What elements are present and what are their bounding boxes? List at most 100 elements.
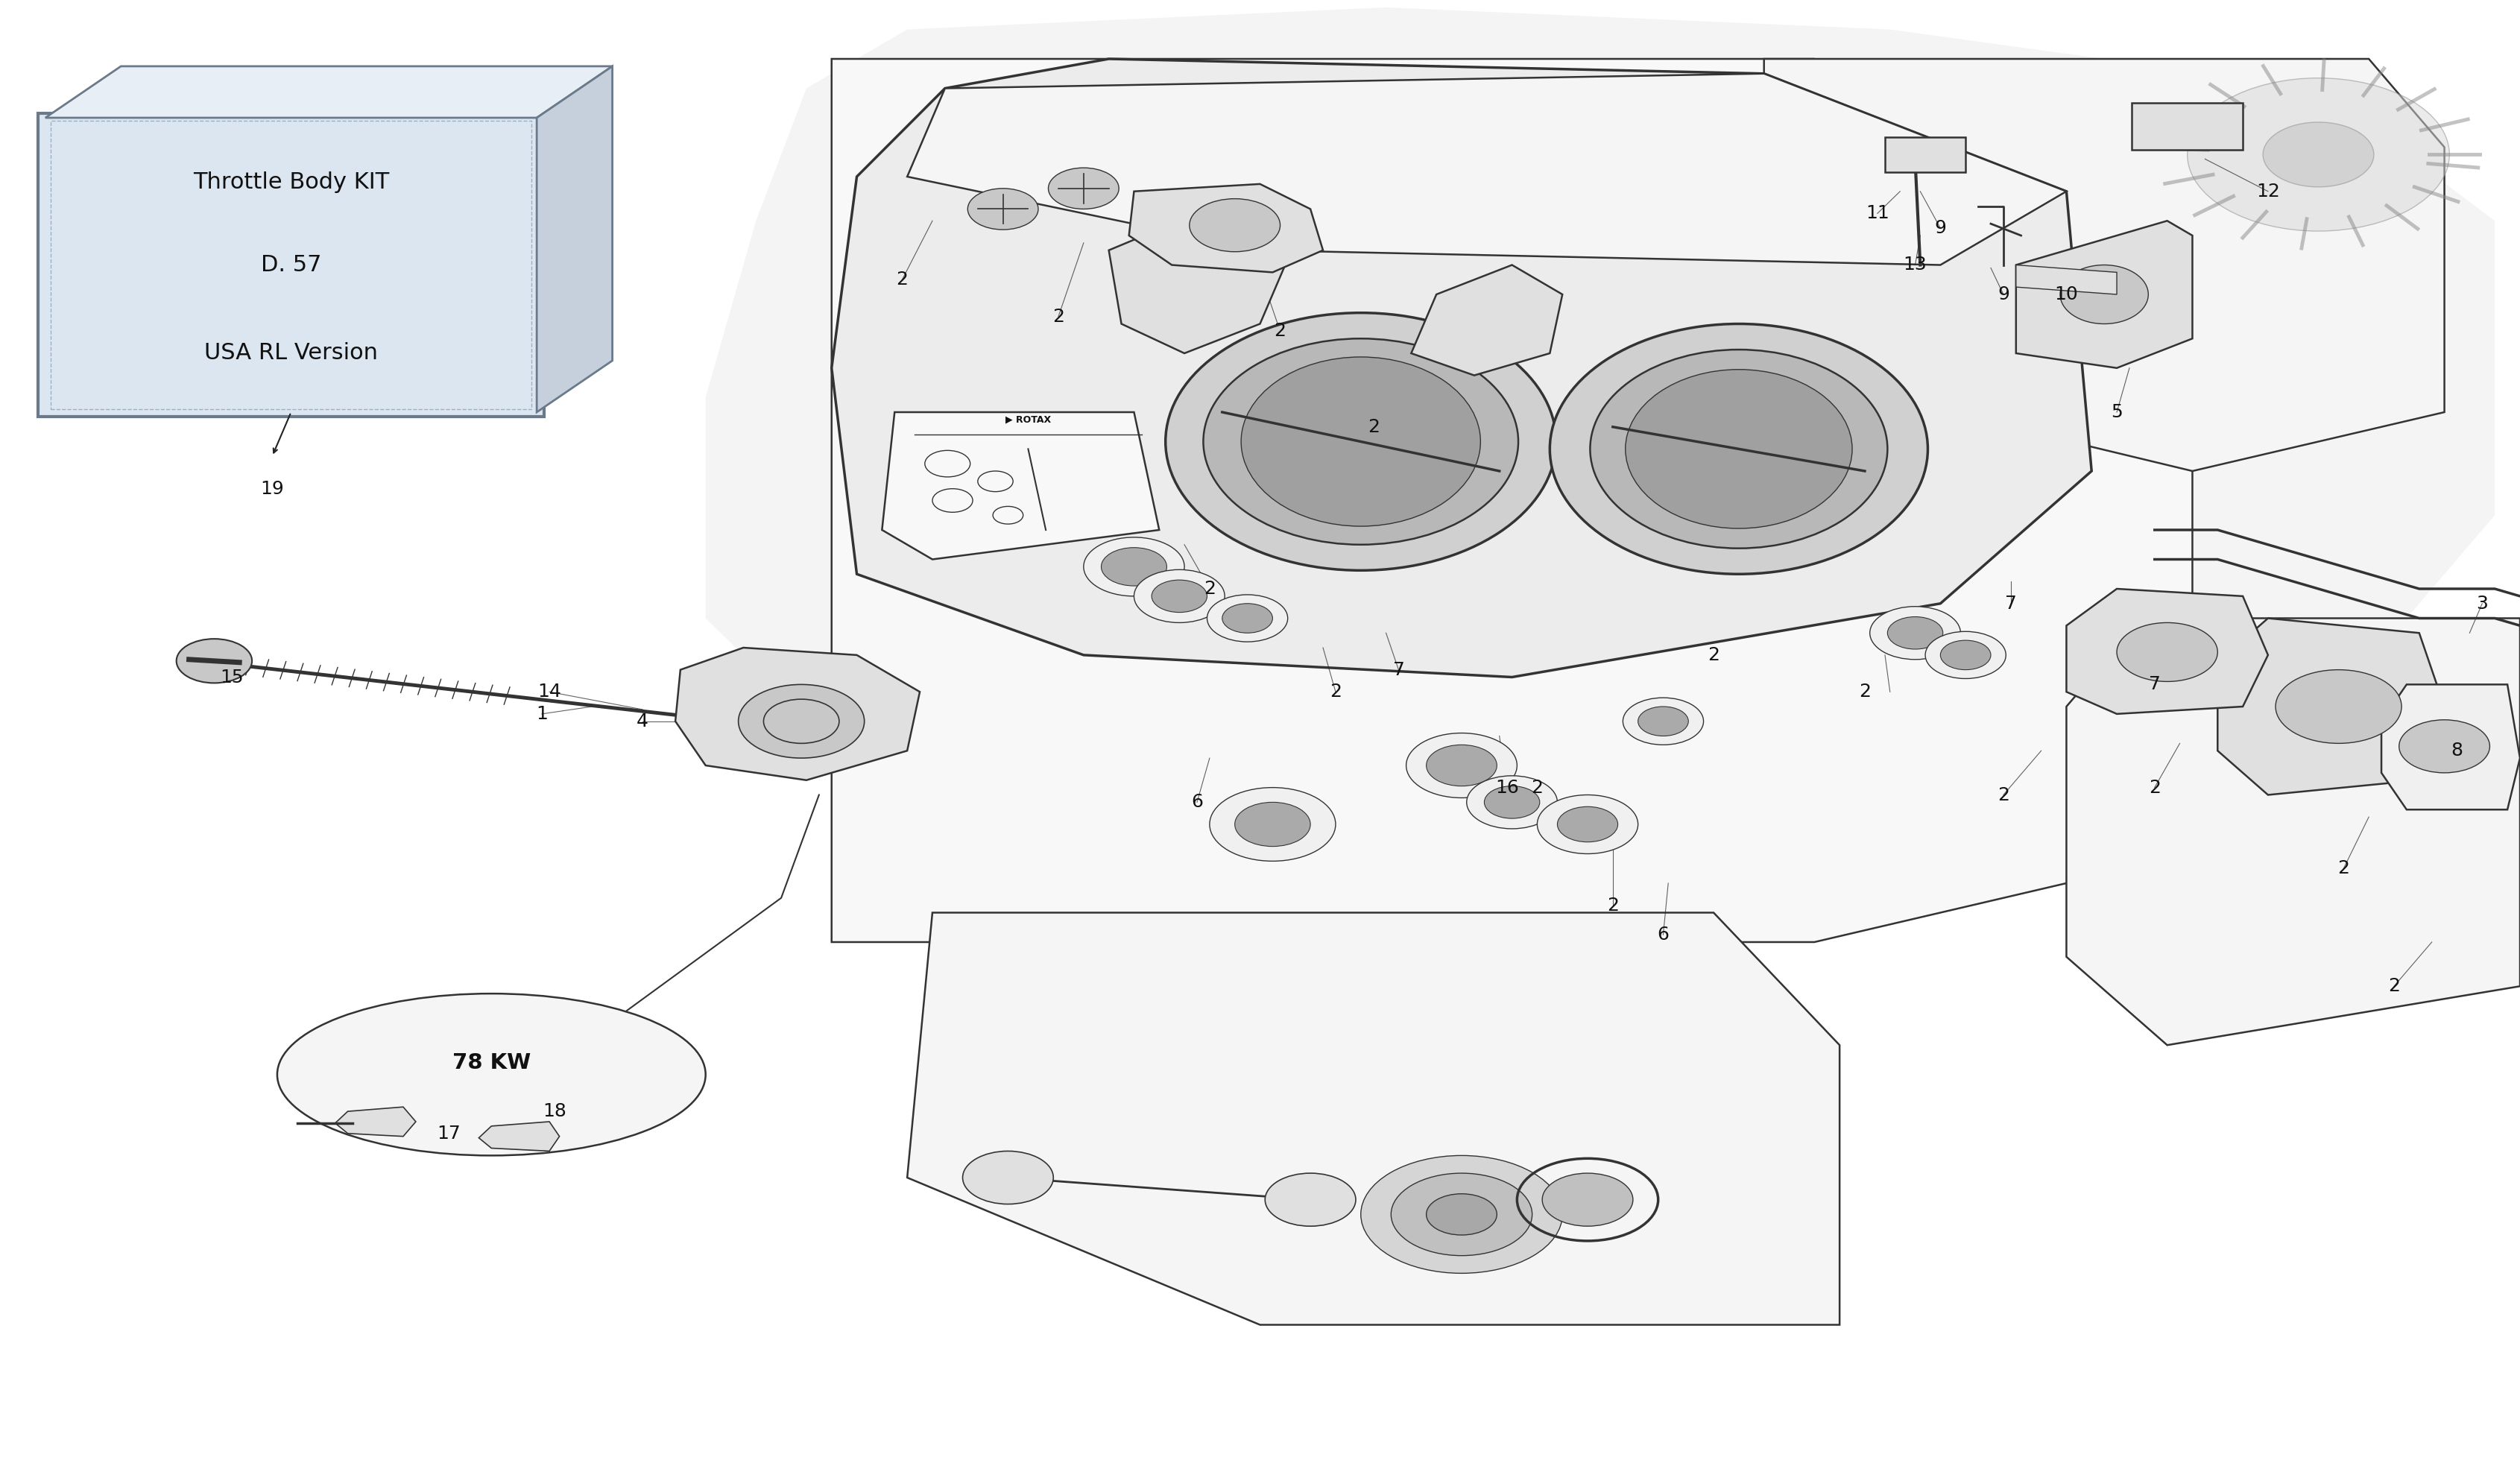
Text: 7: 7 [2150, 676, 2160, 693]
Text: 5: 5 [2112, 403, 2122, 421]
Circle shape [1048, 168, 1119, 209]
Text: parts
Repro
bike: parts Repro bike [920, 402, 1600, 1070]
Circle shape [1537, 795, 1638, 854]
Polygon shape [2066, 589, 2268, 714]
Circle shape [1426, 1194, 1497, 1235]
Circle shape [1484, 786, 1540, 818]
Circle shape [1406, 733, 1517, 798]
Text: D. 57: D. 57 [260, 255, 323, 275]
Circle shape [2187, 78, 2449, 231]
Circle shape [1265, 1173, 1356, 1226]
Circle shape [738, 684, 864, 758]
Text: 2: 2 [1860, 683, 1870, 701]
Text: 2: 2 [1205, 580, 1215, 598]
Polygon shape [832, 59, 2192, 942]
Text: 11: 11 [1865, 205, 1890, 222]
Text: 78 KW: 78 KW [451, 1052, 532, 1073]
Circle shape [1870, 606, 1961, 659]
Circle shape [1940, 640, 1991, 670]
Text: ▶ ROTAX: ▶ ROTAX [1005, 415, 1051, 424]
Circle shape [1426, 745, 1497, 786]
Circle shape [968, 188, 1038, 230]
Text: 7: 7 [2006, 595, 2016, 612]
Polygon shape [2016, 265, 2117, 294]
Text: 2: 2 [1053, 308, 1063, 325]
Text: 9: 9 [1998, 286, 2008, 303]
Polygon shape [1129, 184, 1323, 272]
Text: 2: 2 [1368, 418, 1378, 436]
Ellipse shape [277, 994, 706, 1156]
Circle shape [1134, 570, 1225, 623]
Circle shape [176, 639, 252, 683]
Circle shape [1623, 698, 1704, 745]
Ellipse shape [1205, 339, 1517, 545]
Circle shape [1925, 631, 2006, 679]
Circle shape [1887, 617, 1943, 649]
Circle shape [1467, 776, 1557, 829]
Text: 19: 19 [260, 480, 285, 498]
Text: 2: 2 [2339, 860, 2349, 877]
Text: 14: 14 [537, 683, 562, 701]
Circle shape [1391, 1173, 1532, 1256]
Text: 2: 2 [1998, 786, 2008, 804]
Text: 15: 15 [219, 668, 244, 686]
Circle shape [2399, 720, 2490, 773]
Circle shape [2117, 623, 2218, 682]
Circle shape [1542, 1173, 1633, 1226]
Polygon shape [882, 412, 1159, 559]
Text: 16: 16 [1494, 779, 1520, 796]
Text: 2: 2 [1532, 779, 1542, 796]
Circle shape [1557, 807, 1618, 842]
Text: 2: 2 [1709, 646, 1719, 664]
Polygon shape [2016, 221, 2192, 368]
Polygon shape [537, 66, 612, 412]
Text: 2: 2 [2150, 779, 2160, 796]
Polygon shape [2066, 618, 2520, 1045]
Text: 9: 9 [1935, 219, 1945, 237]
FancyBboxPatch shape [38, 113, 544, 417]
Circle shape [2276, 670, 2402, 743]
Ellipse shape [1625, 369, 1852, 528]
Ellipse shape [1240, 356, 1482, 526]
Text: 8: 8 [2452, 742, 2462, 760]
Ellipse shape [1164, 312, 1555, 570]
Text: 2: 2 [1331, 683, 1341, 701]
Polygon shape [45, 66, 612, 118]
Polygon shape [1411, 265, 1562, 375]
Circle shape [1152, 580, 1207, 612]
Text: 6: 6 [1192, 793, 1202, 811]
Text: 4: 4 [638, 712, 648, 730]
Text: 2: 2 [1608, 896, 1618, 914]
Polygon shape [675, 648, 920, 780]
Polygon shape [907, 74, 2066, 265]
Text: 6: 6 [1658, 926, 1668, 944]
Text: USA RL Version: USA RL Version [204, 343, 378, 364]
Polygon shape [1764, 59, 2444, 471]
Ellipse shape [2059, 265, 2147, 324]
Polygon shape [907, 913, 1840, 1325]
Text: 2: 2 [897, 271, 907, 289]
Text: 12: 12 [2255, 183, 2281, 200]
Polygon shape [2381, 684, 2520, 810]
Circle shape [1101, 548, 1167, 586]
Text: 7: 7 [1394, 661, 1404, 679]
Circle shape [1222, 604, 1273, 633]
FancyBboxPatch shape [2132, 103, 2243, 150]
Text: 2: 2 [2389, 977, 2399, 995]
Circle shape [1235, 802, 1310, 846]
Polygon shape [1109, 213, 1285, 353]
Circle shape [1189, 199, 1280, 252]
Circle shape [2263, 122, 2374, 187]
FancyBboxPatch shape [1885, 137, 1966, 172]
Polygon shape [832, 59, 2092, 677]
Circle shape [1361, 1156, 1562, 1273]
Circle shape [1210, 788, 1336, 861]
Text: 13: 13 [1903, 256, 1928, 274]
Circle shape [963, 1151, 1053, 1204]
Polygon shape [706, 7, 2495, 824]
Text: 2: 2 [1275, 322, 1285, 340]
Text: Throttle Body KIT: Throttle Body KIT [194, 172, 388, 193]
Text: 3: 3 [2477, 595, 2487, 612]
Ellipse shape [1550, 324, 1928, 574]
Text: 17: 17 [436, 1125, 461, 1142]
